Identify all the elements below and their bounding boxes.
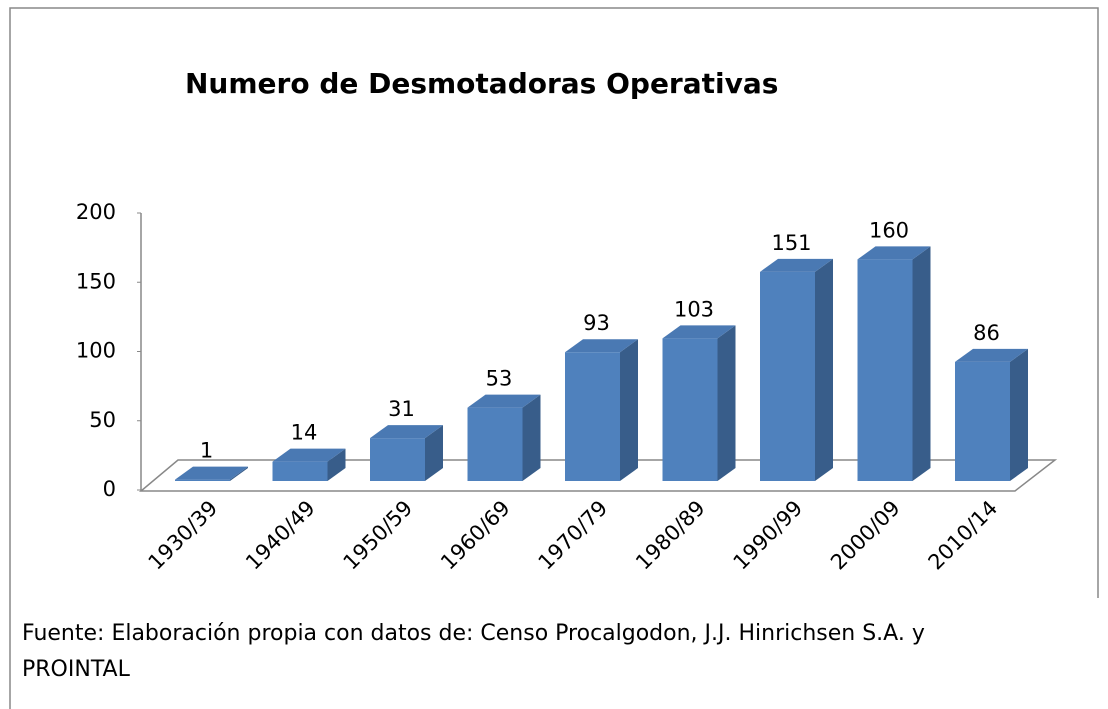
y-tick-label: 200 [76, 200, 116, 224]
bar-face [522, 394, 541, 481]
bar-face [425, 425, 443, 481]
source-note: Fuente: Elaboración propia con datos de:… [22, 621, 925, 682]
bar-face [175, 466, 248, 480]
x-tick-label: 2000/09 [826, 496, 905, 575]
bar [370, 425, 443, 481]
bar [662, 325, 736, 481]
bar-face [467, 394, 541, 408]
y-tick-label: 50 [89, 408, 116, 432]
x-tick-label: 1980/89 [631, 496, 710, 575]
bar-face [662, 338, 718, 481]
x-tick-label: 2010/14 [924, 496, 1003, 575]
frame [9, 7, 1099, 709]
value-label: 14 [291, 421, 318, 445]
bar [467, 394, 541, 481]
value-label: 93 [583, 311, 610, 335]
bar-face [857, 259, 913, 481]
bar-face [760, 258, 833, 272]
bar-face [565, 339, 638, 353]
x-tick-label: 1970/79 [534, 496, 613, 575]
x-tick-label: 1940/49 [241, 496, 320, 575]
bar-face [467, 407, 523, 481]
bar-face [955, 348, 1028, 362]
bar-face [857, 246, 931, 260]
value-label: 160 [869, 218, 909, 242]
bar-face [760, 271, 815, 481]
bar [175, 466, 248, 481]
bar-face [912, 246, 931, 481]
value-label: 86 [973, 321, 1000, 345]
bar-face [175, 479, 230, 481]
x-tick-label: 1930/39 [144, 496, 223, 575]
y-tick-label: 0 [103, 477, 116, 501]
bar [565, 339, 638, 481]
value-label: 151 [771, 231, 811, 255]
chart-title: Numero de Desmotadoras Operativas [185, 67, 778, 100]
bar-face [370, 438, 425, 481]
bar-face [662, 325, 736, 339]
bar-face [272, 448, 346, 462]
bar-face [1010, 348, 1028, 481]
x-tick-label: 1950/59 [339, 496, 418, 575]
y-tick-label: 100 [76, 339, 116, 363]
x-tick-label: 1960/69 [436, 496, 515, 575]
value-label: 31 [388, 397, 415, 421]
bar [272, 448, 346, 481]
bar-face [565, 352, 620, 481]
x-tick-label: 1990/99 [729, 496, 808, 575]
value-label: 1 [200, 439, 213, 463]
bar [955, 348, 1028, 481]
bar-face [955, 361, 1010, 481]
value-label: 53 [486, 367, 513, 391]
bar [857, 246, 931, 481]
bar [760, 258, 833, 481]
bar-face [717, 325, 736, 481]
y-tick-label: 150 [76, 269, 116, 293]
bar-face [370, 425, 443, 439]
bar-face [230, 466, 248, 481]
value-label: 103 [674, 297, 714, 321]
floor [138, 459, 1058, 492]
bar-face [620, 339, 638, 481]
bar-face [815, 258, 833, 481]
bar-face [327, 448, 346, 481]
bar-face [272, 461, 328, 481]
